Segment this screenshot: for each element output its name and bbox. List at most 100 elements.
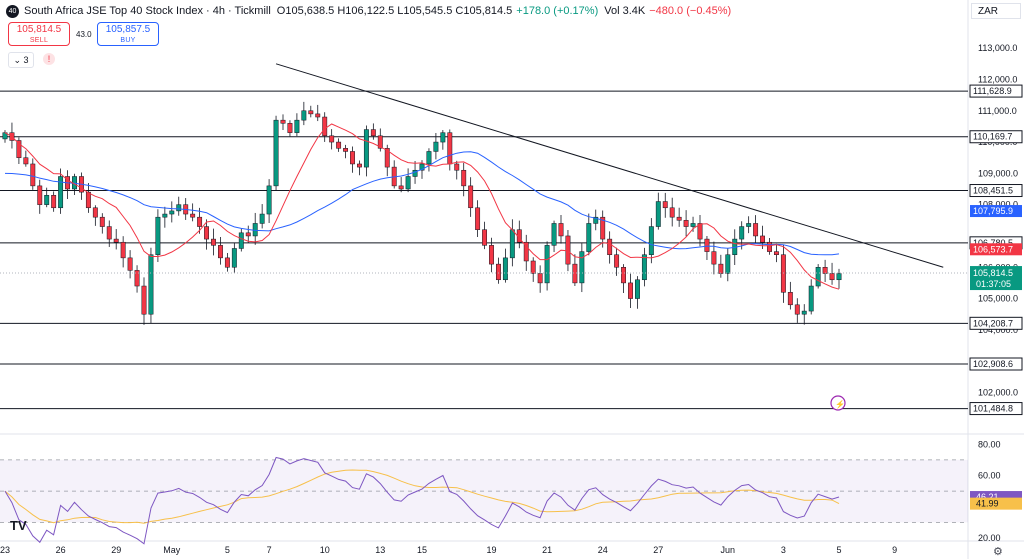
level-price-tag: [969, 357, 1023, 371]
spread-value: 43.0: [76, 30, 92, 39]
candle-body: [440, 132, 446, 143]
candle-body: [16, 140, 22, 158]
candle-body: [593, 216, 599, 224]
candle-body: [273, 119, 279, 187]
level-price-label: 101,484.8: [973, 404, 1013, 414]
candle-body: [454, 163, 460, 171]
rsi-line: [4, 456, 840, 545]
candle-body: [280, 119, 286, 124]
rsi-axis-tick-label: 60.00: [978, 471, 1001, 481]
volume-change: −480.0 (−0.45%): [649, 5, 732, 17]
candle-body: [294, 119, 300, 133]
candle-body: [51, 195, 57, 209]
candle-body: [648, 226, 654, 255]
price-axis-tick-label: 111,000.0: [978, 106, 1017, 116]
time-axis-label: 3: [781, 545, 786, 555]
candle-body: [162, 213, 168, 218]
sell-button[interactable]: 105,814.5 SELL: [8, 22, 70, 46]
candle-body: [760, 235, 765, 243]
candle-body: [614, 254, 620, 268]
candle-body: [190, 213, 196, 218]
candle-body: [336, 141, 342, 149]
time-axis-label: 27: [653, 545, 663, 555]
candle-body: [628, 282, 633, 299]
candle-body: [92, 207, 98, 218]
rsi-axis-tick-label: 20.00: [978, 533, 1001, 543]
buy-button[interactable]: 105,857.5 BUY: [97, 22, 159, 46]
time-axis-label: 10: [320, 545, 330, 555]
candle-body: [329, 135, 335, 143]
candle-body: [711, 251, 717, 265]
candle-body: [586, 223, 592, 252]
level-price-label: 104,208.7: [973, 318, 1013, 328]
candle-body: [607, 238, 613, 255]
level-price-label: 110,169.7: [973, 132, 1012, 142]
level-price-label: 111,628.9: [973, 86, 1012, 96]
volume-value: Vol 3.4K: [604, 5, 646, 17]
symbol-title[interactable]: South Africa JSE Top 40 Stock Index · 4h…: [24, 5, 271, 17]
candle-body: [308, 110, 314, 115]
candle-body: [23, 157, 29, 165]
level-price-label: 108,451.5: [973, 186, 1013, 196]
level-price-tag: [969, 84, 1023, 98]
rsi-ma-value-label: 41.99: [976, 499, 999, 509]
candle-body: [419, 163, 425, 171]
candle-body: [259, 213, 265, 224]
candle-body: [398, 185, 404, 190]
candle-body: [384, 148, 390, 168]
candle-body: [635, 279, 640, 299]
ma-slow-price-tag-label: 107,795.9: [973, 206, 1013, 216]
candle-body: [815, 267, 821, 287]
candle-body: [537, 273, 543, 284]
candle-body: [113, 238, 119, 243]
candle-body: [350, 151, 355, 165]
candle-body: [489, 245, 494, 265]
candle-body: [141, 285, 147, 315]
candle-body: [523, 241, 529, 262]
candle-body: [829, 273, 835, 281]
candle-body: [218, 245, 223, 259]
candle-body: [99, 216, 105, 227]
symbol-logo: 40: [6, 4, 19, 18]
ma-fast-price-tag: [970, 243, 1022, 256]
ma-fast-price-tag-label: 106,573.7: [973, 244, 1013, 254]
buy-label: BUY: [120, 37, 136, 44]
candle-body: [204, 226, 210, 240]
candle-body: [739, 226, 745, 240]
indicators-toggle-button[interactable]: ⌄ 3: [8, 52, 34, 68]
price-axis-tick-label: 108,000.0: [978, 200, 1018, 210]
price-axis-tick-label: 109,000.0: [978, 168, 1018, 178]
trendline: [275, 63, 944, 268]
ma-fast-line: [4, 123, 840, 290]
candle-body: [836, 273, 842, 281]
time-axis-label: 7: [267, 545, 272, 555]
candle-body: [363, 129, 369, 168]
candle-body: [774, 251, 779, 255]
candle-body: [447, 132, 453, 165]
candle-body: [322, 116, 328, 137]
chart-header: 40 South Africa JSE Top 40 Stock Index ·…: [6, 3, 731, 19]
settings-gear-icon[interactable]: ⚙: [993, 546, 1003, 558]
price-axis-tick-label: 112,000.0: [978, 74, 1017, 84]
candle-body: [669, 207, 675, 218]
level-price-tag: [969, 130, 1023, 144]
candle-body: [482, 229, 488, 246]
candle-body: [176, 204, 182, 212]
time-axis-label: 5: [836, 545, 841, 555]
tradingview-logo-icon: TV: [10, 518, 27, 533]
price-change: +178.0 (+0.17%): [516, 5, 599, 17]
candle-body: [197, 216, 203, 227]
ma-slow-line: [4, 151, 840, 256]
price-axis-tick-label: 102,000.0: [978, 387, 1018, 397]
sell-price: 105,814.5: [16, 24, 62, 35]
candle-body: [787, 292, 793, 306]
candle-body: [801, 310, 807, 315]
alert-icon[interactable]: !: [43, 53, 55, 65]
candle-body: [690, 223, 696, 227]
candle-body: [600, 216, 606, 240]
level-price-label: 106,780.5: [973, 238, 1013, 248]
candle-body: [475, 207, 481, 230]
candle-body: [169, 210, 175, 215]
currency-selector[interactable]: ZAR: [971, 3, 1021, 19]
